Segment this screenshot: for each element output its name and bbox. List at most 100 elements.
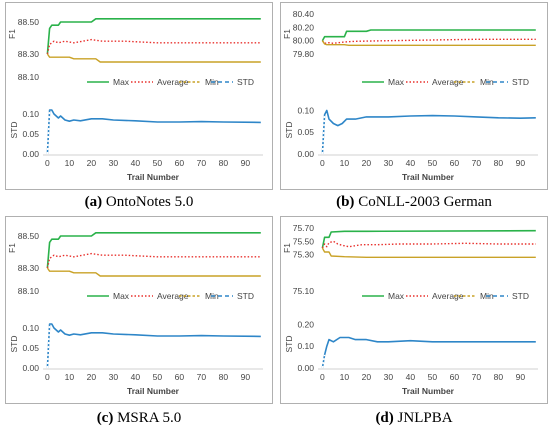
series-line-average (46, 252, 261, 269)
y-tick-label-bottom: 0.00 (297, 149, 314, 159)
x-tick-label: 70 (472, 158, 482, 168)
x-tick-label: 80 (494, 372, 504, 382)
x-tick-label: 50 (153, 372, 163, 382)
x-tick-label: 0 (45, 158, 50, 168)
series-line-std (46, 323, 261, 369)
y-tick-label-bottom: 0.00 (22, 363, 39, 373)
legend-label-average: Average (432, 291, 464, 301)
chart-conll: 79.80 80.00 80.20 80.40 F1 0.00 0.05 0.10 STD 0 10… (280, 2, 548, 190)
y-tick-label-top: 88.50 (18, 231, 40, 241)
x-tick-label: 10 (65, 372, 75, 382)
y-tick-label-top: 75.70 (293, 223, 315, 233)
y-tick-label-bottom: 0.05 (22, 343, 39, 353)
y-tick-label-bottom: 0.05 (297, 127, 314, 137)
x-axis-label: Trail Number (127, 386, 180, 396)
y-tick-label-top: 88.30 (18, 263, 40, 273)
x-tick-label: 40 (131, 372, 141, 382)
legend-label-average: Average (157, 77, 189, 87)
y-tick-label-top: 75.50 (293, 236, 315, 246)
x-tick-label: 50 (428, 158, 438, 168)
legend-label-std: STD (512, 77, 529, 87)
series-line-average (46, 38, 261, 55)
legend-label-std: STD (512, 291, 529, 301)
legend-label-average: Average (432, 77, 464, 87)
y-tick-label-bottom: 0.05 (22, 129, 39, 139)
y-tick-label-extra: 88.10 (18, 72, 40, 82)
x-tick-label: 90 (516, 158, 526, 168)
y-axis-label-bottom: STD (9, 122, 19, 139)
x-tick-label: 60 (175, 372, 185, 382)
chart-frame (280, 2, 548, 190)
x-tick-label: 10 (65, 158, 75, 168)
legend-label-max: Max (113, 77, 130, 87)
series-line-max (321, 29, 536, 42)
x-tick-label: 80 (219, 158, 229, 168)
legend-label-std: STD (237, 291, 254, 301)
y-axis-label-top: F1 (7, 243, 17, 253)
x-tick-label: 0 (320, 158, 325, 168)
y-tick-label-top: 79.80 (293, 49, 315, 59)
chart-jnlpba: 75.30 75.50 75.70 75.10 F1 0.00 0.10 0.20 STD 0 10… (280, 216, 548, 404)
x-tick-label: 20 (87, 158, 97, 168)
y-tick-label-top: 80.00 (293, 36, 315, 46)
legend-label-std: STD (237, 77, 254, 87)
series-std-dash (46, 109, 51, 155)
chart-msra: 88.30 88.50 88.10 F1 0.00 0.05 0.10 STD 0 10 20 30 4… (5, 216, 273, 404)
x-tick-label: 0 (320, 372, 325, 382)
x-tick-label: 20 (362, 372, 372, 382)
x-tick-label: 30 (109, 158, 119, 168)
y-tick-label-bottom: 0.10 (22, 109, 39, 119)
series-line-min (46, 267, 261, 277)
y-tick-label-bottom: 0.20 (297, 319, 314, 329)
series-std-dash (46, 323, 51, 369)
x-tick-label: 10 (340, 372, 350, 382)
legend-label-max: Max (388, 291, 405, 301)
x-tick-label: 50 (428, 372, 438, 382)
caption-msra: (c) MSRA 5.0 (96, 410, 182, 426)
y-tick-label-top: 80.40 (293, 9, 315, 19)
x-axis-label: Trail Number (402, 386, 455, 396)
y-axis-label-top: F1 (282, 29, 292, 39)
y-tick-label-bottom: 0.00 (22, 149, 39, 159)
y-tick-label-bottom: 0.10 (22, 323, 39, 333)
y-tick-label-bottom: 0.10 (297, 105, 314, 115)
series-line-std (46, 109, 261, 155)
y-axis-label-top: F1 (282, 243, 292, 253)
series-line-max (321, 229, 536, 249)
x-tick-label: 70 (197, 158, 207, 168)
x-tick-label: 30 (384, 372, 394, 382)
y-tick-label-top: 75.30 (293, 250, 315, 260)
series-line-min (46, 53, 261, 63)
chart-ontonotes: 88.30 88.50 88.10 F1 0.00 0.05 0.10 STD 0 10 20 30 4… (5, 2, 273, 190)
y-tick-label-top: 80.20 (293, 22, 315, 32)
x-tick-label: 30 (384, 158, 394, 168)
x-tick-label: 70 (472, 372, 482, 382)
y-tick-label-top: 88.30 (18, 49, 40, 59)
series-line-std (321, 109, 536, 155)
y-tick-label-bottom: 0.10 (297, 341, 314, 351)
x-tick-label: 60 (175, 158, 185, 168)
legend-label-average: Average (157, 291, 189, 301)
series-line-min (321, 40, 536, 46)
x-tick-label: 50 (153, 158, 163, 168)
y-tick-label-extra: 88.10 (18, 286, 40, 296)
y-axis-label-top: F1 (7, 29, 17, 39)
x-tick-label: 90 (516, 372, 526, 382)
x-tick-label: 80 (494, 158, 504, 168)
y-tick-label-extra: 75.10 (293, 286, 315, 296)
x-tick-label: 20 (87, 372, 97, 382)
x-tick-label: 70 (197, 372, 207, 382)
x-tick-label: 90 (241, 372, 251, 382)
x-tick-label: 40 (131, 158, 141, 168)
x-axis-label: Trail Number (402, 172, 455, 182)
chart-frame (5, 2, 273, 190)
series-line-min (321, 247, 536, 258)
series-line-max (46, 231, 261, 269)
x-tick-label: 10 (340, 158, 350, 168)
series-line-std (321, 336, 536, 369)
legend-label-max: Max (113, 291, 130, 301)
